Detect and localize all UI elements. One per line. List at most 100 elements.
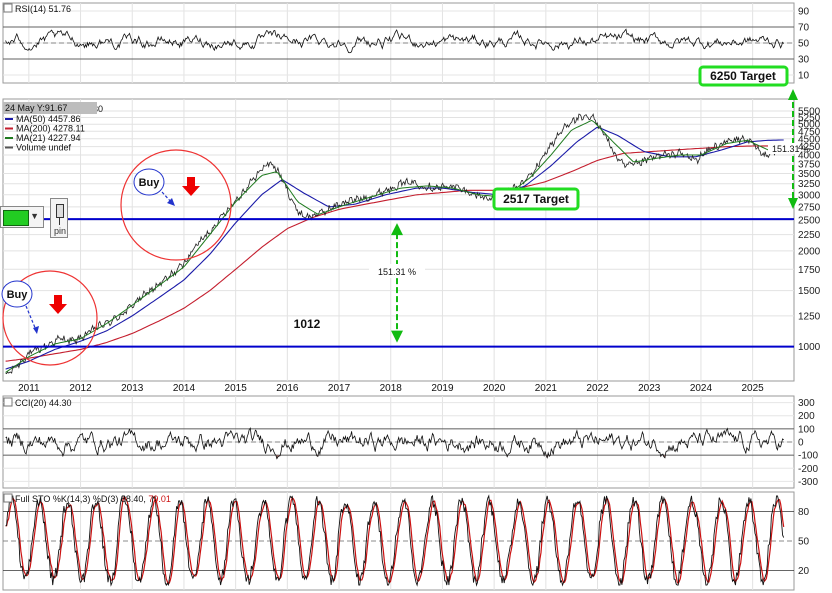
cci-y-tick-label: 0 — [798, 438, 804, 449]
price-y-tick-label: 4750 — [798, 127, 821, 138]
buy-arrow-line — [25, 305, 37, 331]
price-y-tick-label: 4000 — [798, 151, 821, 162]
pct-right-bg — [768, 143, 798, 154]
x-tick-label: 2021 — [535, 383, 558, 394]
price-y-tick-label: 2500 — [798, 216, 821, 227]
price-y-tick-label: 2750 — [798, 202, 821, 213]
x-tick-label: 2012 — [69, 383, 92, 394]
price-y-tick-label: 2000 — [798, 246, 821, 257]
sto-panel-icon — [3, 493, 13, 503]
legend-entry: MA(21) 4227.94 — [16, 133, 81, 143]
date-readout: 24 May Y:91.67 — [3, 102, 97, 114]
pin-button[interactable]: pin — [50, 198, 68, 238]
measure-arrow-head — [391, 330, 403, 343]
x-tick-label: 2015 — [225, 383, 248, 394]
color-picker-button[interactable]: ▼ — [0, 206, 44, 228]
buy-arrow-head — [33, 326, 39, 334]
x-tick-label: 2022 — [586, 383, 609, 394]
price-y-tick-label: 1000 — [798, 342, 821, 353]
price-y-tick-label: 5500 — [798, 107, 821, 118]
cci-series-group — [5, 427, 784, 460]
x-tick-label: 2023 — [638, 383, 661, 394]
rsi-y-tick-label: 50 — [798, 39, 810, 50]
annotation-tool-widget: ▼ pin — [0, 190, 70, 246]
support-label: 1012 — [294, 317, 321, 331]
pin-icon-leg — [59, 217, 60, 225]
cci-panel-label: CCI(20) 44.30 — [15, 398, 72, 408]
price-series-group — [5, 113, 784, 375]
chevron-down-icon: ▼ — [30, 211, 39, 221]
price-y-tick-label: 2250 — [798, 230, 821, 241]
sto-k-line — [5, 494, 785, 587]
price-y-tick-label: 1750 — [798, 265, 821, 276]
rsi-y-tick-label: 70 — [798, 23, 810, 34]
price-y-tick-label: 1250 — [798, 311, 821, 322]
cci-y-tick-label: 300 — [798, 398, 815, 409]
x-tick-label: 2016 — [276, 383, 299, 394]
price-y-tick-label: 1500 — [798, 286, 821, 297]
price-y-tick-label: 3000 — [798, 190, 821, 201]
price-y-tick-label: 5000 — [798, 120, 821, 131]
x-tick-label: 2011 — [18, 383, 40, 394]
cci-line — [5, 427, 784, 460]
cci-y-tick-label: -200 — [798, 464, 818, 475]
ma21-line — [5, 119, 784, 373]
sto-y-tick-label: 50 — [798, 537, 810, 548]
rsi-series-group — [5, 28, 785, 54]
legend-entry: MA(200) 4278.11 — [16, 124, 85, 134]
cci-panel-icon — [3, 397, 13, 407]
price-y-tick-label: 5250 — [798, 113, 821, 124]
x-tick-label: 2025 — [742, 383, 765, 394]
rsi-panel-label: RSI(14) 51.76 — [15, 4, 71, 14]
ma200-line — [5, 145, 784, 362]
x-tick-label: 2018 — [380, 383, 403, 394]
target-label-mid: 2517 Target — [503, 192, 569, 206]
price-y-tick-label: 3250 — [798, 179, 821, 190]
x-tick-label: 2024 — [690, 383, 713, 394]
ma50-line — [5, 126, 784, 370]
cci-y-tick-label: -300 — [798, 477, 818, 488]
rsi-panel-icon — [3, 3, 13, 13]
sto-d-value: 79.01 — [148, 494, 171, 504]
price-y-tick-label: 3750 — [798, 159, 821, 170]
pct-label-mid: 151.31 % — [378, 267, 416, 277]
pct-label-right: 151.31 % — [772, 144, 810, 154]
color-swatch — [3, 210, 29, 226]
cci-y-tick-label: -100 — [798, 451, 818, 462]
right-measure-head — [788, 198, 798, 209]
target-label-high: 6250 Target — [710, 69, 776, 83]
rsi-y-tick-label: 10 — [798, 71, 810, 82]
buy-arrow-head — [167, 198, 175, 206]
sto-d-line — [5, 495, 785, 586]
pct-label-bg — [369, 264, 425, 278]
x-tick-label: 2019 — [431, 383, 454, 394]
buy-label: Buy — [7, 289, 29, 301]
highlight-circle — [120, 149, 232, 261]
pin-label: pin — [53, 226, 66, 236]
sell-arrow — [182, 177, 200, 196]
legend-entry: Volume undef — [16, 143, 72, 153]
rsi-line — [5, 28, 785, 54]
legend-entry: MA(50) 4457.86 — [16, 114, 81, 124]
target-box-high — [698, 65, 789, 87]
x-tick-label: 2014 — [173, 383, 196, 394]
sto-series-group — [5, 494, 785, 587]
buy-bubble — [133, 168, 165, 196]
sto-panel-label: Full STO %K(14,3) %D(3) 88.40, 79.01 — [15, 494, 171, 504]
target-box-mid — [492, 187, 580, 211]
right-measure-head — [788, 89, 798, 100]
measure-arrow-head — [391, 223, 403, 236]
price-y-tick-label: 4250 — [798, 142, 821, 153]
cci-y-tick-label: 100 — [798, 424, 815, 435]
rsi-y-tick-label: 30 — [798, 55, 810, 66]
cci-y-tick-label: 200 — [798, 411, 815, 422]
buy-label: Buy — [139, 177, 161, 189]
highlight-circle — [2, 270, 98, 366]
sto-label-prefix: Full STO %K(14,3) %D(3) 88.40, — [15, 494, 148, 504]
rsi-y-tick-label: 90 — [798, 7, 810, 18]
x-tick-label: 2017 — [328, 383, 351, 394]
pin-icon — [56, 204, 64, 218]
x-tick-label: 2020 — [483, 383, 506, 394]
